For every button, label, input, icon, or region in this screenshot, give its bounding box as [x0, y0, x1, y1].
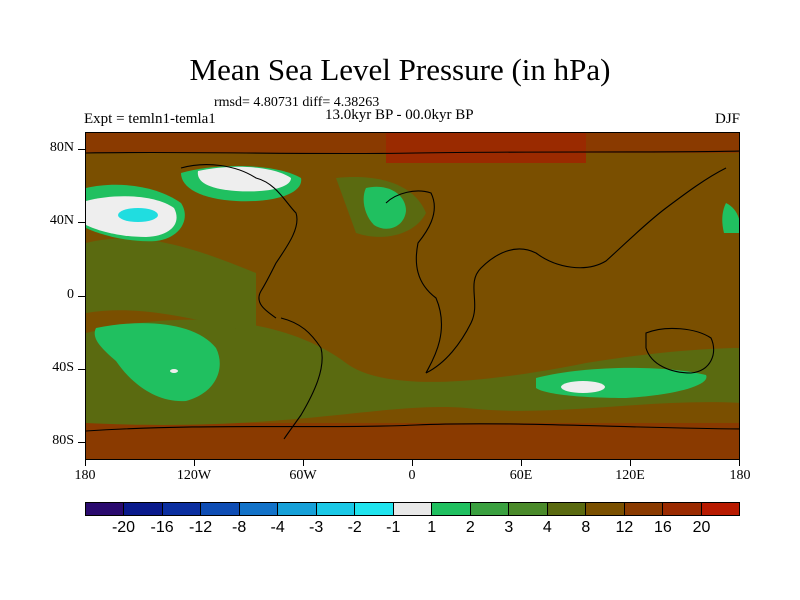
- chart-title: Mean Sea Level Pressure (in hPa): [189, 52, 611, 87]
- ytick-40n: [78, 222, 85, 223]
- xtick-60e: [521, 460, 522, 466]
- colorbar-cell: [586, 503, 625, 515]
- colorbar-cell: [509, 503, 548, 515]
- colorbar-label: -4: [270, 519, 285, 536]
- ylabel-80n: 80N: [49, 140, 74, 155]
- ylabel-40s: 40S: [52, 360, 74, 375]
- colorbar-label: -3: [309, 519, 324, 536]
- stats-text: rmsd= 4.80731 diff= 4.38263: [214, 95, 380, 110]
- colorbar-cell: [316, 503, 356, 515]
- south-pacific-green: [94, 323, 220, 402]
- colorbar-cell: [393, 503, 433, 515]
- ylabel-0: 0: [67, 287, 74, 302]
- xlabel-180e: 180: [729, 468, 751, 483]
- colorbar-label: -8: [231, 519, 247, 536]
- antarctic-band: [86, 423, 739, 459]
- colorbar-label: 16: [654, 519, 672, 536]
- period-text: 13.0kyr BP - 00.0kyr BP: [325, 107, 474, 123]
- colorbar-cell: [701, 503, 739, 515]
- colorbar-label: -20: [111, 519, 136, 536]
- colorbar: [85, 502, 740, 516]
- xtick-180e: [739, 460, 740, 466]
- xlabel-0: 0: [408, 468, 416, 483]
- colorbar-cell: [239, 503, 279, 515]
- colorbar-label: 12: [615, 519, 634, 536]
- colorbar-cell: [663, 503, 702, 515]
- south-america-coast: [280, 317, 323, 440]
- europe-africa-west-coast: [385, 190, 442, 374]
- map-panel: [85, 132, 740, 460]
- colorbar-label: 4: [542, 519, 552, 536]
- colorbar-label: -16: [150, 519, 174, 536]
- colorbar-cell: [162, 503, 202, 515]
- coastlines: [86, 150, 739, 440]
- xtick-180w: [85, 460, 86, 466]
- colorbar-label: 8: [581, 519, 591, 536]
- xtick-120e: [630, 460, 631, 466]
- north-america-coast: [180, 164, 298, 319]
- xlabel-60e: 60E: [509, 468, 533, 483]
- colorbar-cell: [432, 503, 471, 515]
- colorbar-label: -12: [189, 519, 213, 536]
- ylabel-40n: 40N: [49, 213, 74, 228]
- xtick-60w: [303, 460, 304, 466]
- xtick-0: [412, 460, 413, 466]
- colorbar-label: 2: [465, 519, 475, 536]
- colorbar-cell: [355, 503, 394, 515]
- antarctica-coast: [86, 423, 739, 432]
- colorbar-cell: [201, 503, 240, 515]
- africa-asia-coast: [425, 167, 727, 374]
- ylabel-80s: 80S: [52, 433, 74, 448]
- nw-pacific-edge-green: [722, 203, 739, 233]
- season-label: DJF: [714, 111, 740, 127]
- xlabel-120e: 120E: [615, 468, 645, 483]
- south-pacific-white: [170, 369, 178, 373]
- aleutian-cyan: [118, 208, 158, 222]
- xlabel-120w: 120W: [176, 468, 212, 483]
- colorbar-cell: [624, 503, 664, 515]
- ytick-80n: [78, 149, 85, 150]
- colorbar-label: 3: [504, 519, 514, 536]
- colorbar-label: 1: [427, 519, 437, 536]
- south-indian-white: [561, 381, 605, 393]
- ytick-0: [78, 296, 85, 297]
- pressure-anomaly-map: [86, 133, 739, 459]
- arctic-coast: [86, 150, 739, 155]
- colorbar-cell: [124, 503, 163, 515]
- pacific-band: [86, 238, 256, 333]
- xlabel-60w: 60W: [289, 468, 317, 483]
- xtick-120w: [194, 460, 195, 466]
- arctic-high: [386, 133, 586, 163]
- australia-coast: [645, 327, 715, 374]
- xlabel-180w: 180: [74, 468, 96, 483]
- colorbar-cell: [86, 503, 125, 515]
- colorbar-cell: [278, 503, 317, 515]
- hudson-white: [197, 166, 291, 192]
- colorbar-label: 20: [692, 519, 711, 536]
- north-atlantic-green: [363, 186, 406, 229]
- colorbar-cell: [547, 503, 587, 515]
- ytick-80s: [78, 442, 85, 443]
- experiment-label: Expt = temln1-temla1: [84, 111, 216, 127]
- ytick-40s: [78, 369, 85, 370]
- southern-ocean-band: [86, 319, 739, 425]
- colorbar-label: -1: [386, 519, 401, 536]
- colorbar-label: -2: [347, 519, 362, 536]
- colorbar-cell: [470, 503, 510, 515]
